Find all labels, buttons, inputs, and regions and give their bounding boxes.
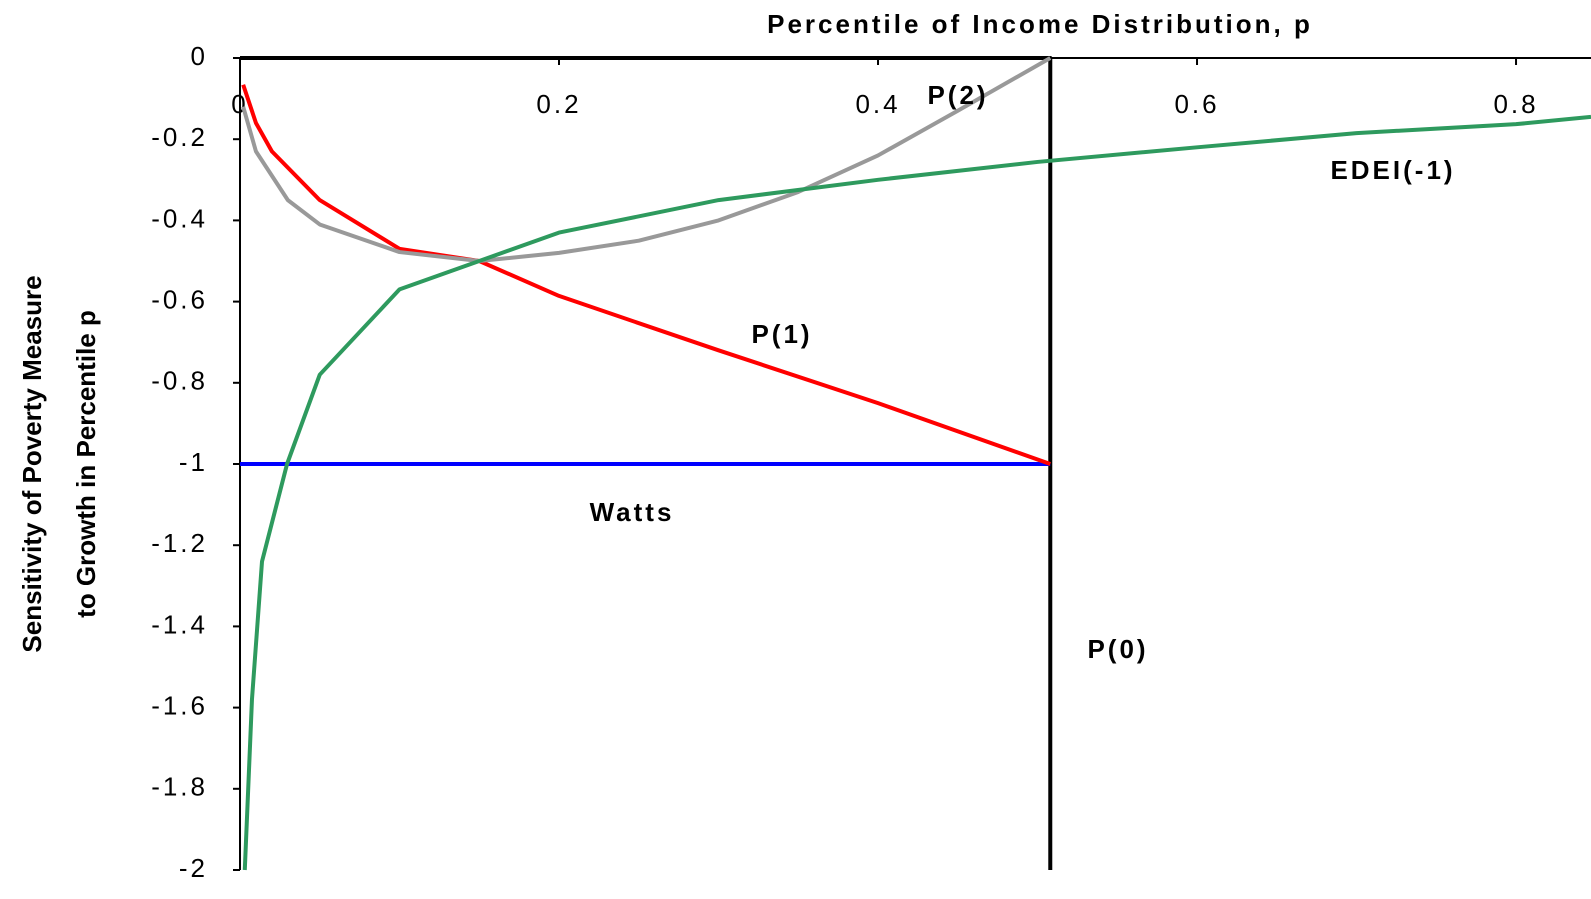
y-tick-label: 0: [191, 41, 208, 71]
y-tick-label: -2: [179, 853, 208, 883]
series-line: [241, 84, 1051, 466]
y-tick-label: -0.6: [151, 284, 208, 314]
y-tick-label: -0.4: [151, 203, 208, 233]
x-tick-label: 0.2: [536, 89, 581, 119]
y-tick-label: -1.8: [151, 772, 208, 802]
x-tick-label: 0.8: [1493, 89, 1538, 119]
chart-title: Percentile of Income Distribution, p: [767, 9, 1313, 39]
series-line: [242, 114, 1591, 871]
y-axis-title: Sensitivity of Poverty Measure: [17, 275, 47, 652]
series-label: P(2): [927, 80, 988, 110]
y-axis-title: to Growth in Percentile p: [71, 310, 101, 618]
series-label: P(0): [1087, 634, 1148, 664]
x-tick-label: 0.6: [1174, 89, 1219, 119]
y-tick-label: -0.2: [151, 122, 208, 152]
series-line: [241, 56, 1052, 263]
series-label: P(1): [751, 319, 812, 349]
y-tick-label: -1.2: [151, 528, 208, 558]
y-tick-label: -1.6: [151, 690, 208, 720]
series-label: Watts: [590, 497, 675, 527]
y-tick-label: -0.8: [151, 366, 208, 396]
y-tick-label: -1.4: [151, 609, 208, 639]
series-label: EDEI(-1): [1330, 155, 1455, 185]
x-tick-label: 0.4: [855, 89, 900, 119]
y-tick-label: -1: [179, 447, 208, 477]
x-tick-label: 0: [231, 89, 248, 119]
